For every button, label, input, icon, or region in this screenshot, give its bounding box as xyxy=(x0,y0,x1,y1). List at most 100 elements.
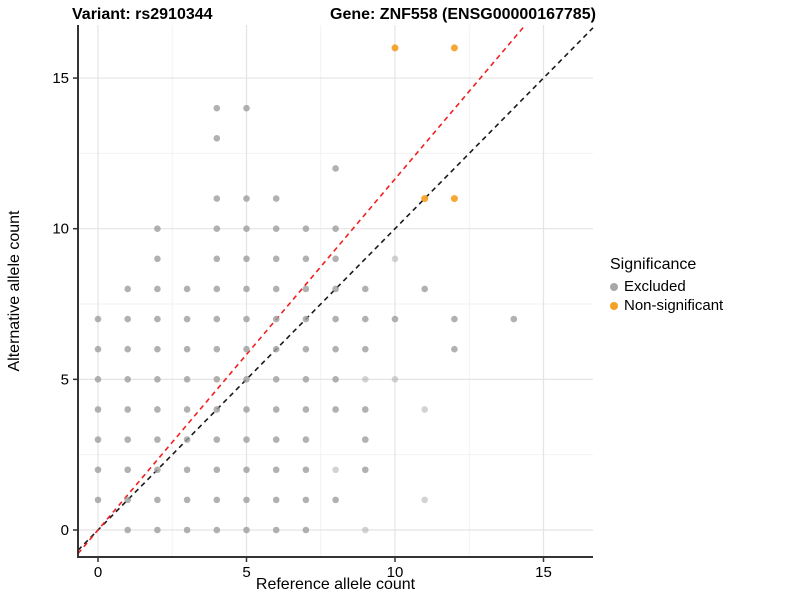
data-point-excluded xyxy=(154,466,161,474)
data-point-excluded xyxy=(302,496,310,504)
legend-item-label: Non-significant xyxy=(624,297,724,314)
data-point-excluded xyxy=(243,345,250,353)
x-tick-label: 15 xyxy=(535,564,552,581)
data-point-excluded xyxy=(183,376,191,383)
data-point-excluded xyxy=(124,345,131,353)
data-point-excluded xyxy=(213,406,221,413)
data-point-excluded xyxy=(213,104,221,112)
data-point-excluded xyxy=(272,496,280,504)
data-point-excluded xyxy=(421,496,429,504)
data-point-excluded xyxy=(124,526,131,534)
data-point-excluded xyxy=(421,285,429,293)
data-point-excluded xyxy=(272,195,280,202)
data-point-excluded xyxy=(243,225,250,232)
y-tick-label: 10 xyxy=(52,221,69,238)
data-point-excluded xyxy=(332,466,339,474)
data-point-excluded xyxy=(124,466,131,474)
data-point-excluded xyxy=(124,436,131,443)
data-point-excluded xyxy=(243,376,250,383)
data-point-excluded xyxy=(154,526,161,534)
y-tick-label: 5 xyxy=(61,371,69,388)
data-point-excluded xyxy=(302,255,310,263)
data-point-excluded xyxy=(272,345,280,353)
data-point-excluded xyxy=(94,436,102,443)
data-point-excluded xyxy=(243,526,250,534)
data-point-nonsignificant xyxy=(450,195,458,203)
data-point-excluded xyxy=(154,376,161,383)
legend: Significance Excluded Non-significant xyxy=(610,256,723,316)
data-point-excluded xyxy=(243,315,250,323)
data-point-excluded xyxy=(332,345,339,353)
data-point-excluded xyxy=(391,255,399,263)
data-point-excluded xyxy=(94,496,102,504)
data-point-excluded xyxy=(302,406,310,413)
data-point-excluded xyxy=(183,526,191,534)
y-tick-label: 15 xyxy=(52,70,69,87)
data-point-excluded xyxy=(213,315,221,323)
data-point-excluded xyxy=(510,315,518,323)
data-point-nonsignificant xyxy=(391,44,399,52)
x-tick-label: 5 xyxy=(242,564,250,581)
data-point-excluded xyxy=(302,345,310,353)
data-point-excluded xyxy=(183,496,191,504)
data-point-excluded xyxy=(302,315,310,323)
legend-item-nonsignificant: Non-significant xyxy=(610,297,723,314)
data-point-excluded xyxy=(362,345,369,353)
data-point-excluded xyxy=(243,466,250,474)
data-point-excluded xyxy=(332,165,339,172)
data-point-excluded xyxy=(94,406,102,413)
data-point-excluded xyxy=(94,466,102,474)
data-point-excluded xyxy=(94,376,102,383)
data-point-excluded xyxy=(213,466,221,474)
data-point-excluded xyxy=(213,526,221,534)
data-point-excluded xyxy=(272,526,280,534)
data-point-excluded xyxy=(243,195,250,202)
data-point-excluded xyxy=(302,436,310,443)
data-point-excluded xyxy=(154,406,161,413)
data-point-excluded xyxy=(362,436,369,443)
data-point-excluded xyxy=(243,436,250,443)
data-point-excluded xyxy=(213,376,221,383)
data-point-excluded xyxy=(272,406,280,413)
data-point-excluded xyxy=(213,225,221,232)
data-point-excluded xyxy=(362,526,369,534)
data-point-excluded xyxy=(183,315,191,323)
data-point-excluded xyxy=(213,195,221,202)
data-point-excluded xyxy=(183,406,191,413)
data-point-excluded xyxy=(362,315,369,323)
trend-line xyxy=(77,24,526,555)
data-point-excluded xyxy=(243,285,250,293)
data-point-excluded xyxy=(154,315,161,323)
data-point-excluded xyxy=(272,255,280,263)
data-point-excluded xyxy=(183,345,191,353)
nonsignificant-swatch-icon xyxy=(610,301,618,310)
data-point-excluded xyxy=(451,345,458,353)
data-point-excluded xyxy=(332,225,339,232)
data-point-excluded xyxy=(332,496,339,504)
data-point-excluded xyxy=(154,225,161,232)
x-tick-label: 10 xyxy=(387,564,404,581)
data-point-excluded xyxy=(124,406,131,413)
data-point-excluded xyxy=(332,376,339,383)
data-point-excluded xyxy=(272,315,280,323)
data-point-excluded xyxy=(243,255,250,263)
data-point-excluded xyxy=(213,436,221,443)
data-point-excluded xyxy=(94,345,102,353)
data-point-excluded xyxy=(302,466,310,474)
data-point-excluded xyxy=(391,315,399,323)
chart-title-variant: Variant: rs2910344 xyxy=(72,6,213,23)
data-point-excluded xyxy=(332,406,339,413)
data-point-excluded xyxy=(391,376,399,383)
excluded-swatch-icon xyxy=(610,282,618,291)
data-point-excluded xyxy=(213,135,221,142)
data-point-excluded xyxy=(183,436,191,443)
legend-title: Significance xyxy=(610,256,697,273)
y-tick-label: 0 xyxy=(61,522,69,539)
data-point-excluded xyxy=(272,285,280,293)
data-point-excluded xyxy=(124,376,131,383)
data-point-excluded xyxy=(362,466,369,474)
legend-item-excluded: Excluded xyxy=(610,278,723,295)
data-point-excluded xyxy=(272,466,280,474)
